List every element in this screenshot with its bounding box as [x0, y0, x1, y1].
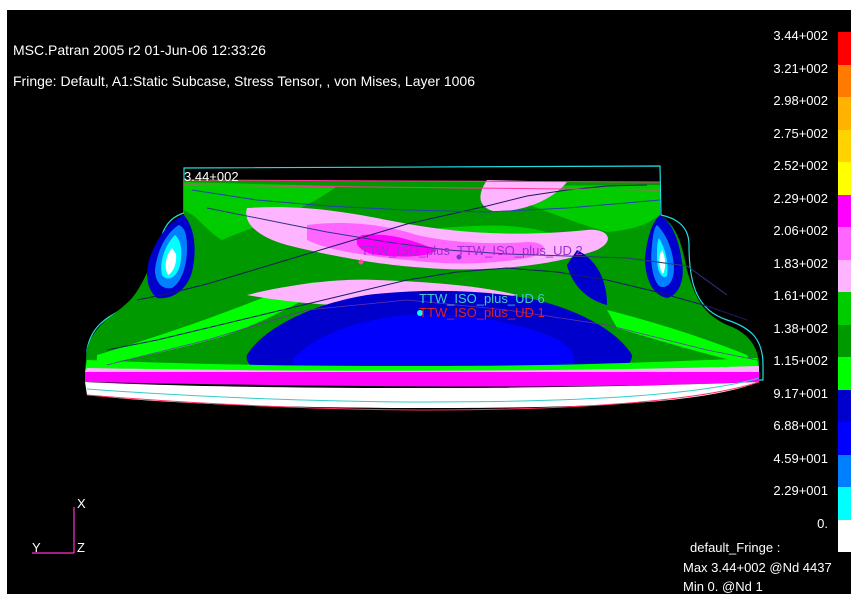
max-value-label: 3.44+002: [184, 169, 239, 184]
legend-value-3: 2.75+002: [773, 125, 828, 141]
legend-value-9: 1.38+002: [773, 320, 828, 336]
legend-value-6: 2.06+002: [773, 223, 828, 238]
legend-color-swatch-6: [838, 227, 851, 260]
triad-y-label: Y: [32, 540, 41, 555]
legend-color-swatch-13: [838, 454, 851, 487]
legend-color-swatch-10: [838, 357, 851, 390]
fringe-info-title: default_Fringe :: [690, 540, 781, 555]
title-text: MSC.Patran 2005 r2 01-Jun-06 12:33:26: [13, 42, 266, 58]
fringe-info-min: Min 0. @Nd 1: [683, 579, 763, 594]
legend-color-swatch-12: [838, 422, 851, 455]
triad-x-label: X: [77, 496, 86, 511]
coordinate-triad: X Y Z: [32, 496, 86, 555]
fem-model-plot[interactable]: 3.44+002 TTW_ISO_plus TTW_ISO_plus_UD 2 …: [7, 10, 851, 594]
legend-color-swatch-11: [838, 389, 851, 422]
legend-color-swatch-3: [838, 129, 851, 162]
fringe-description: Fringe: Default, A1:Static Subcase, Stre…: [13, 73, 475, 89]
annotation-ttw-4: TTW_ISO_plus_UD 1: [419, 305, 545, 320]
annotation-ttw-1: TTW_ISO_plus: [361, 243, 450, 258]
legend-value-1: 3.21+002: [773, 60, 828, 76]
annotation-ttw-3: TTW_ISO_plus_UD 6: [419, 291, 545, 306]
legend-color-swatch-14: [838, 487, 851, 520]
legend-value-7: 1.83+002: [773, 255, 828, 271]
legend-color-swatch-8: [838, 292, 851, 325]
legend-value-5: 2.29+002: [773, 190, 828, 206]
legend-value-15: 0.: [817, 515, 828, 531]
color-legend-bar: [838, 32, 851, 552]
legend-color-swatch-5: [838, 194, 851, 227]
legend-value-11: 9.17+001: [773, 385, 828, 401]
legend-value-0: 3.44+002: [773, 28, 828, 43]
legend-value-14: 2.29+001: [773, 483, 828, 498]
annotation-ttw-2: TTW_ISO_plus_UD 2: [457, 243, 583, 258]
graphics-viewport[interactable]: MSC.Patran 2005 r2 01-Jun-06 12:33:26 Fr…: [7, 10, 851, 594]
legend-value-13: 4.59+001: [773, 450, 828, 466]
legend-value-8: 1.61+002: [773, 288, 828, 303]
fringe-info-max: Max 3.44+002 @Nd 4437: [683, 560, 832, 575]
legend-color-swatch-0: [838, 32, 851, 65]
legend-color-swatch-9: [838, 324, 851, 357]
base-plate: [85, 382, 759, 408]
legend-color-swatch-4: [838, 162, 851, 195]
legend-value-12: 6.88+001: [773, 418, 828, 433]
legend-value-4: 2.52+002: [773, 158, 828, 173]
legend-color-swatch-2: [838, 97, 851, 130]
legend-color-swatch-1: [838, 64, 851, 97]
legend-color-swatch-7: [838, 259, 851, 292]
legend-color-swatch-15: [838, 519, 851, 552]
legend-value-2: 2.98+002: [773, 93, 828, 108]
legend-value-10: 1.15+002: [773, 353, 828, 368]
triad-z-label: Z: [77, 540, 85, 555]
